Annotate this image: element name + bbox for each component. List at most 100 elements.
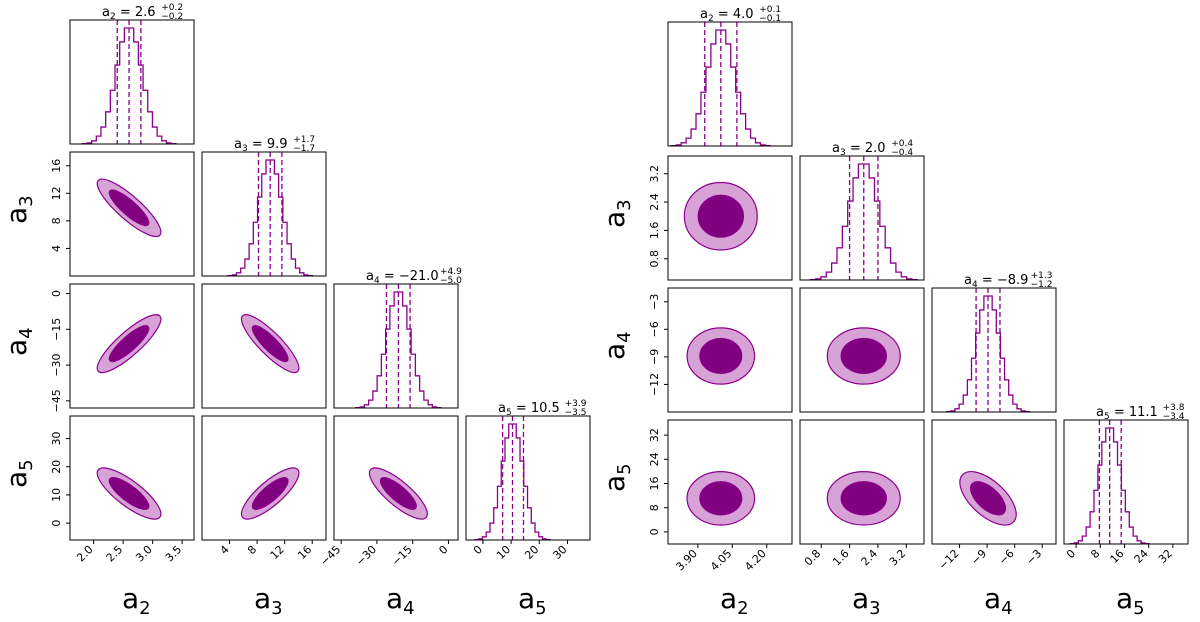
x-tick-label: −30 [353,543,379,569]
panel-frame [69,283,195,409]
panel-frame [799,419,925,545]
y-tick-label: 30 [50,432,63,446]
contour-1sigma [379,477,417,510]
y-tick-label: −3 [648,294,661,310]
contour-1sigma [699,337,743,375]
x-tick-label: −3 [1024,547,1045,568]
panel-frame [931,287,1057,413]
y-tick-label: 16 [50,159,63,173]
y-axis-label-a_5: a5 [598,463,635,492]
x-tick-label: 16 [295,543,314,562]
panel-a_4-a_3 [799,287,925,413]
panel-frame [1063,419,1189,545]
panel-frame [333,415,459,541]
panel-frame [69,151,195,277]
x-tick-label: 2.0 [74,543,96,565]
panel-frame [799,287,925,413]
y-axis-label-a_4: a4 [598,331,635,360]
histogram-title-a_2: a2 = 4.0 [700,7,754,24]
y-tick-label: 20 [50,460,63,474]
contour-1sigma [697,194,745,238]
panel-a_5-a_5: a5 = 10.5 +3.9−3.5 0 10 20 30 [465,399,591,562]
histogram-title-a_3: a3 = 9.9 [234,137,288,154]
x-axis-label-a_3: a3 [852,582,881,618]
x-tick-label: 2.4 [858,547,880,569]
panel-a_3-a_2: 4 8 12 16 [50,151,195,277]
title-upper-error: +0.4 [891,139,913,149]
y-tick-label: −12 [648,373,661,396]
y-tick-label: 0 [50,290,63,297]
panel-frame [667,419,793,545]
panel-a_4-a_2: −45 −30 −15 0 [50,283,195,412]
x-tick-label: 3.0 [133,543,155,565]
title-lower-error: −0.1 [759,14,781,24]
title-lower-error: −1.7 [293,144,315,154]
x-tick-label: 4 [218,543,232,557]
histogram-title-a_5: a5 = 10.5 [498,401,560,418]
y-tick-label: 8 [648,504,661,511]
x-axis-label-a_2: a2 [122,582,151,618]
panel-frame [799,155,925,281]
x-tick-label: −15 [389,543,415,569]
y-tick-label: −30 [50,353,63,376]
y-tick-label: 4 [50,245,63,252]
x-tick-label: 32 [1156,547,1175,566]
x-tick-label: 8 [245,543,259,557]
x-axis-label-a_5: a5 [1116,582,1145,618]
y-axis-label-a_4: a4 [0,327,37,356]
x-tick-label: 4.20 [742,547,769,574]
title-lower-error: −3.5 [565,408,587,418]
title-upper-error: +1.3 [1031,271,1053,281]
y-tick-label: 32 [648,428,661,442]
x-tick-label: 3.5 [163,543,185,565]
x-axis-label-a_5: a5 [518,582,547,618]
histogram-title-a_4: a4 = −21.0 [366,269,439,286]
panel-a_5-a_4: −45 −30 −15 0 [318,415,459,569]
panel-a_5-a_3: 4 8 12 16 [201,415,327,562]
contour-1sigma [108,477,150,510]
y-tick-label: −6 [648,321,661,337]
histogram-title-a_4: a4 = −8.9 [964,273,1028,290]
x-tick-label: −12 [936,547,962,573]
x-tick-label: 8 [1088,547,1102,561]
panel-a_3-a_3: a3 = 9.9 +1.7−1.7 [201,135,327,277]
title-upper-error: +0.1 [759,5,781,15]
panel-frame [931,419,1057,545]
histogram-title-a_5: a5 = 11.1 [1096,405,1158,422]
x-tick-label: −45 [318,543,344,569]
x-tick-label: 3.2 [887,547,909,569]
panel-a_5-a_5: a5 = 11.1 +3.8−3.4 0 8 16 24 32 [1063,403,1189,566]
histogram-title-a_3: a3 = 2.0 [832,141,886,158]
y-tick-label: 0 [50,520,63,527]
panel-a_2-a_2: a2 = 2.6 +0.2−0.2 [69,3,195,145]
contour-1sigma [840,337,887,375]
title-lower-error: −3.4 [1163,412,1185,422]
panel-a_2-a_2: a2 = 4.0 +0.1−0.1 [667,5,793,147]
panel-frame [667,21,793,147]
y-tick-label: 2.4 [648,193,661,211]
x-tick-label: 0 [436,543,450,557]
x-axis-label-a_2: a2 [720,582,749,618]
corner-plot-2: a2 = 4.0 +0.1−0.1 0.8 1.6 2.4 3.2 a3 = 2.0 +0.4… [598,5,1189,619]
contour-1sigma [108,325,150,363]
contour-1sigma [108,189,150,227]
x-tick-label: 4.05 [708,547,735,574]
x-tick-label: 1.6 [830,547,852,569]
panel-a_5-a_3: 0.8 1.6 2.4 3.2 [799,419,925,569]
panel-frame [667,287,793,413]
contour-1sigma [969,481,1007,516]
y-tick-label: 24 [648,452,661,466]
y-tick-label: 8 [50,217,63,224]
x-axis-label-a_3: a3 [254,582,283,618]
y-tick-label: 3.2 [648,165,661,183]
contour-1sigma [699,481,743,516]
y-tick-label: −9 [648,349,661,365]
contour-1sigma [840,481,887,516]
panel-a_4-a_3 [201,283,327,409]
x-tick-label: 24 [1132,547,1151,566]
panel-a_4-a_2: −12 −9 −6 −3 [648,287,793,413]
title-lower-error: −1.2 [1031,280,1053,290]
panel-frame [201,283,327,409]
